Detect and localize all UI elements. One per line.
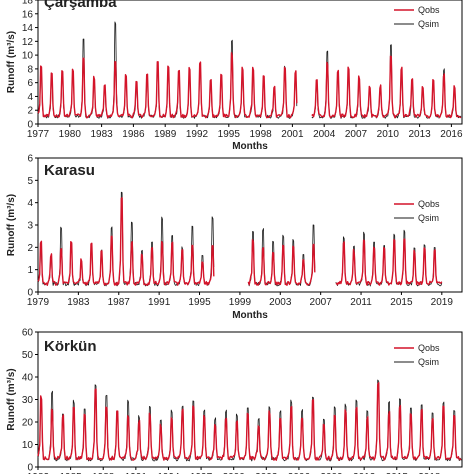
y-tick-label: 0 [27,463,33,474]
series-line-qobs [37,197,443,286]
x-tick-label: 2013 [408,129,431,140]
y-axis-title: Runoff (m³/s) [6,194,17,256]
y-tick-label: 6 [27,78,33,89]
y-tick-label: 20 [22,418,34,429]
x-tick-label: 1991 [125,472,148,474]
x-tick-label: 2018 [418,472,441,474]
y-axis-title: Runoff (m³/s) [6,368,17,430]
x-tick-label: 2003 [269,297,292,308]
x-tick-label: 2010 [377,129,400,140]
legend-label: Qobs [418,343,440,353]
x-tick-label: 1992 [186,129,209,140]
series-line-qobs [37,52,462,119]
y-tick-label: 2 [27,106,33,117]
y-tick-label: 12 [22,37,34,48]
x-tick-label: 2004 [313,129,336,140]
x-tick-label: 1995 [188,297,211,308]
y-tick-label: 4 [27,198,33,209]
x-tick-label: 2007 [310,297,333,308]
x-tick-label: 1998 [249,129,272,140]
x-tick-label: 1995 [218,129,241,140]
y-tick-label: 4 [27,92,33,103]
x-tick-label: 1982 [27,472,50,474]
plot-area-frame [37,157,463,293]
x-tick-label: 2019 [431,297,454,308]
y-tick-label: 18 [22,0,34,7]
x-tick-label: 2016 [440,129,463,140]
series-line-qobs [37,382,462,461]
chart-panel-3: 0 10 20 30 40 50 60 1982 1985 1988 1991 1994 1997 200… [6,328,463,474]
x-tick-label: 2009 [320,472,343,474]
x-tick-label: 1979 [27,297,50,308]
panel-title: Körkün [44,338,97,355]
x-tick-label: 1983 [67,297,90,308]
y-tick-label: 14 [22,23,34,34]
x-tick-label: 1987 [108,297,131,308]
chart-panel-2: 0 1 2 3 4 5 6 1979 1983 1987 1991 1995 1999 2003 2007 2… [6,154,463,321]
y-tick-label: 50 [22,350,34,361]
x-tick-label: 1999 [229,297,252,308]
x-tick-label: 2012 [353,472,376,474]
chart-panel-1: 0 2 4 6 8 10 12 14 16 18 1977 1980 1983 1986 1989 1992 1… [6,0,463,152]
y-tick-label: 40 [22,373,34,384]
y-tick-label: 10 [22,440,34,451]
legend-label: Qsim [418,213,439,223]
legend-label: Qobs [418,199,440,209]
y-tick-label: 60 [22,328,34,339]
x-tick-label: 2015 [390,297,413,308]
x-axis-title: Months [232,141,268,152]
y-tick-label: 3 [27,221,33,232]
legend-label: Qsim [418,357,439,367]
x-tick-label: 1980 [59,129,82,140]
y-tick-label: 0 [27,120,33,131]
x-tick-label: 1989 [154,129,177,140]
series-line-qsim [37,21,462,119]
x-axis-title: Months [232,310,268,321]
x-tick-label: 2000 [223,472,246,474]
x-tick-label: 2006 [288,472,311,474]
y-tick-label: 6 [27,154,33,165]
y-axis-title: Runoff (m³/s) [6,31,17,93]
x-tick-label: 1983 [90,129,113,140]
y-tick-label: 8 [27,64,33,75]
y-tick-label: 30 [22,395,34,406]
panel-title: Karasu [44,162,95,179]
x-tick-label: 2007 [345,129,368,140]
x-tick-label: 2015 [386,472,409,474]
x-tick-label: 1994 [157,472,180,474]
y-tick-label: 1 [27,265,33,276]
x-tick-label: 2011 [350,297,372,308]
x-tick-label: 2001 [281,129,304,140]
panel-title: Çarşamba [44,0,117,11]
series-line-qsim [37,191,443,287]
y-tick-label: 5 [27,176,33,187]
y-tick-label: 2 [27,243,33,254]
legend-label: Qsim [418,19,439,29]
y-tick-label: 0 [27,288,33,299]
x-tick-label: 2003 [255,472,278,474]
x-tick-label: 1986 [122,129,145,140]
x-tick-label: 1988 [92,472,115,474]
plot-area-frame [37,0,463,125]
y-tick-label: 10 [22,51,34,62]
x-tick-label: 1991 [148,297,171,308]
x-tick-label: 1997 [190,472,213,474]
x-tick-label: 1985 [59,472,82,474]
y-tick-label: 16 [22,9,34,20]
x-tick-label: 1977 [27,129,50,140]
legend-label: Qobs [418,5,440,15]
